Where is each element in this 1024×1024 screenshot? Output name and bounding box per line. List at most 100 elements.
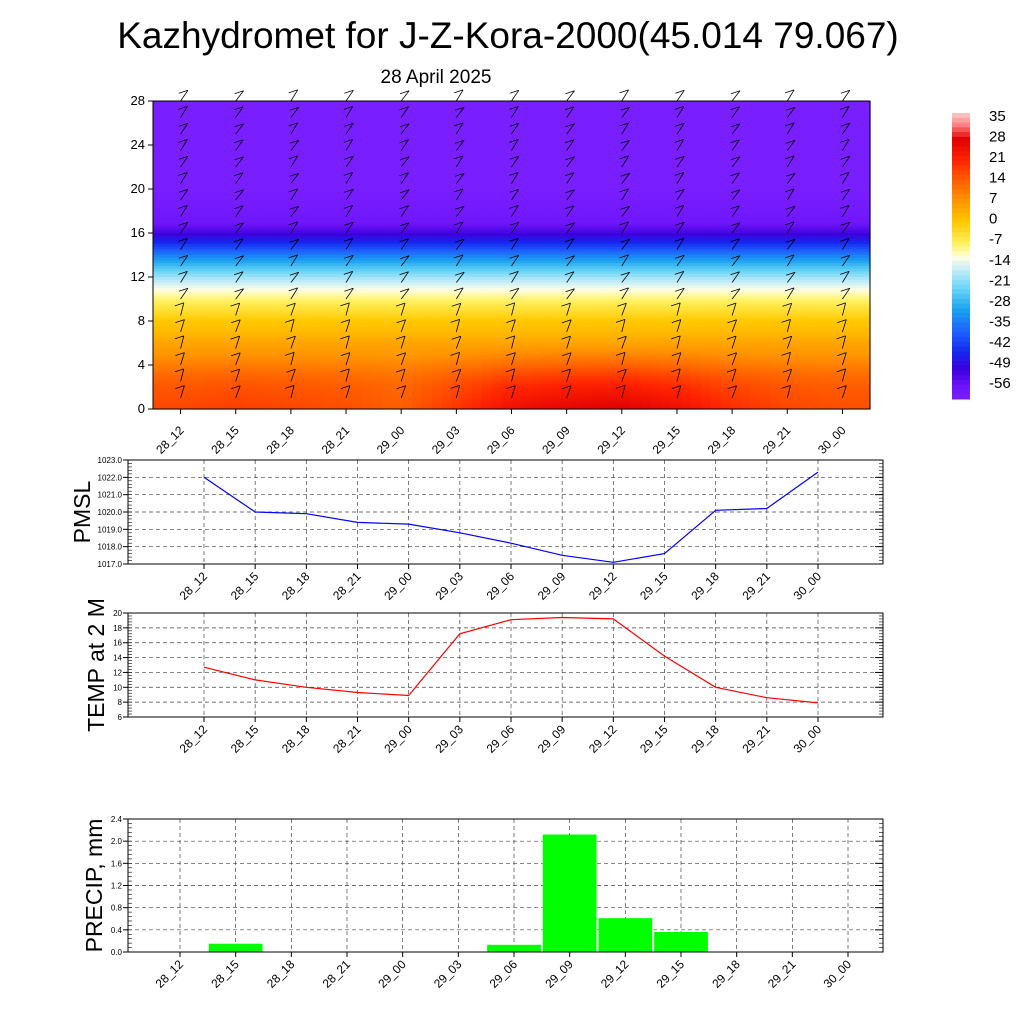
heatmap-cell	[162, 301, 174, 306]
heatmap-cell	[252, 373, 264, 377]
heatmap-cell	[551, 145, 562, 149]
heatmap-cell	[551, 172, 562, 176]
heatmap-cell	[162, 120, 174, 124]
heatmap-cell	[441, 180, 453, 185]
heatmap-cell	[322, 367, 333, 372]
heatmap-cell	[272, 255, 284, 259]
heatmap-cell	[551, 238, 562, 242]
heatmap-cell	[471, 153, 483, 157]
heatmap-cell	[501, 139, 513, 143]
heatmap-cell	[252, 189, 264, 193]
heatmap-cell	[511, 293, 523, 297]
heatmap-cell	[541, 219, 552, 223]
heatmap-cell	[172, 387, 184, 391]
heatmap-cell	[421, 351, 433, 355]
heatmap-cell	[332, 299, 343, 303]
heatmap-cell	[282, 389, 294, 394]
heatmap-cell	[302, 329, 313, 333]
heatmap-cell	[362, 351, 373, 355]
heatmap-cell	[551, 255, 562, 259]
heatmap-cell	[302, 403, 313, 407]
heatmap-cell	[541, 230, 552, 234]
heatmap-cell	[471, 216, 483, 220]
heatmap-cell	[342, 125, 353, 130]
heatmap-cell	[441, 136, 453, 141]
heatmap-cell	[511, 321, 523, 325]
heatmap-cell	[481, 186, 493, 190]
heatmap-cell	[292, 376, 303, 380]
heatmap-cell	[252, 172, 264, 176]
heatmap-cell	[272, 112, 284, 116]
heatmap-cell	[451, 139, 463, 143]
heatmap-cell	[222, 161, 234, 165]
heatmap-cell	[242, 376, 254, 380]
heatmap-cell	[392, 392, 403, 396]
heatmap-cell	[441, 268, 453, 273]
heatmap-cell	[192, 356, 204, 361]
heatmap-cell	[421, 263, 433, 267]
heatmap-cell	[282, 235, 294, 240]
heatmap-cell	[591, 161, 602, 165]
heatmap-cell	[312, 290, 323, 295]
heatmap-cell	[372, 180, 383, 185]
heatmap-cell	[401, 153, 413, 157]
heatmap-cell	[302, 197, 313, 201]
heatmap-cell	[232, 257, 244, 262]
heatmap-cell	[182, 381, 194, 385]
heatmap-cell	[182, 312, 194, 317]
heatmap-cell	[401, 161, 413, 165]
heatmap-cell	[162, 279, 174, 284]
heatmap-cell	[581, 136, 592, 141]
heatmap-cell	[491, 340, 503, 344]
heatmap-cell	[352, 178, 363, 182]
heatmap-cell	[362, 279, 373, 284]
heatmap-cell	[431, 340, 443, 344]
heatmap-cell	[192, 106, 204, 110]
heatmap-cell	[342, 356, 353, 361]
heatmap-cell	[481, 345, 493, 350]
heatmap-cell	[551, 263, 562, 267]
heatmap-cell	[202, 191, 214, 196]
heatmap-cell	[392, 147, 403, 152]
heatmap-cell	[153, 147, 164, 152]
heatmap-cell	[202, 109, 214, 113]
heatmap-cell	[272, 244, 284, 248]
heatmap-cell	[192, 134, 204, 138]
heatmap-cell	[272, 345, 284, 350]
heatmap-cell	[401, 381, 413, 385]
heatmap-cell	[571, 315, 582, 319]
heatmap-cell	[561, 260, 572, 264]
heatmap-cell	[322, 329, 333, 333]
heatmap-cell	[441, 354, 453, 358]
heatmap-cell	[352, 150, 363, 154]
heatmap-cell	[591, 233, 602, 237]
heatmap-cell	[202, 145, 214, 149]
heatmap-cell	[541, 208, 552, 212]
heatmap-cell	[292, 263, 303, 267]
heatmap-cell	[312, 288, 323, 292]
heatmap-cell	[362, 266, 373, 270]
heatmap-cell	[581, 376, 592, 380]
heatmap-cell	[451, 337, 463, 341]
heatmap-cell	[202, 288, 214, 292]
heatmap-cell	[541, 288, 552, 292]
heatmap-cell	[471, 345, 483, 350]
heatmap-cell	[162, 373, 174, 377]
heatmap-cell	[551, 373, 562, 377]
heatmap-cell	[192, 183, 204, 187]
heatmap-cell	[411, 211, 423, 215]
heatmap-cell	[392, 312, 403, 317]
heatmap-cell	[451, 299, 463, 303]
heatmap-cell	[382, 189, 393, 193]
heatmap-cell	[153, 180, 164, 185]
heatmap-cell	[292, 200, 303, 204]
heatmap-cell	[491, 200, 503, 204]
heatmap-cell	[232, 164, 244, 168]
heatmap-cell	[431, 120, 443, 124]
heatmap-cell	[222, 150, 234, 154]
heatmap-cell	[342, 158, 353, 163]
heatmap-cell	[421, 145, 433, 149]
heatmap-cell	[481, 246, 493, 251]
heatmap-cell	[192, 164, 204, 168]
heatmap-cell	[242, 241, 254, 245]
